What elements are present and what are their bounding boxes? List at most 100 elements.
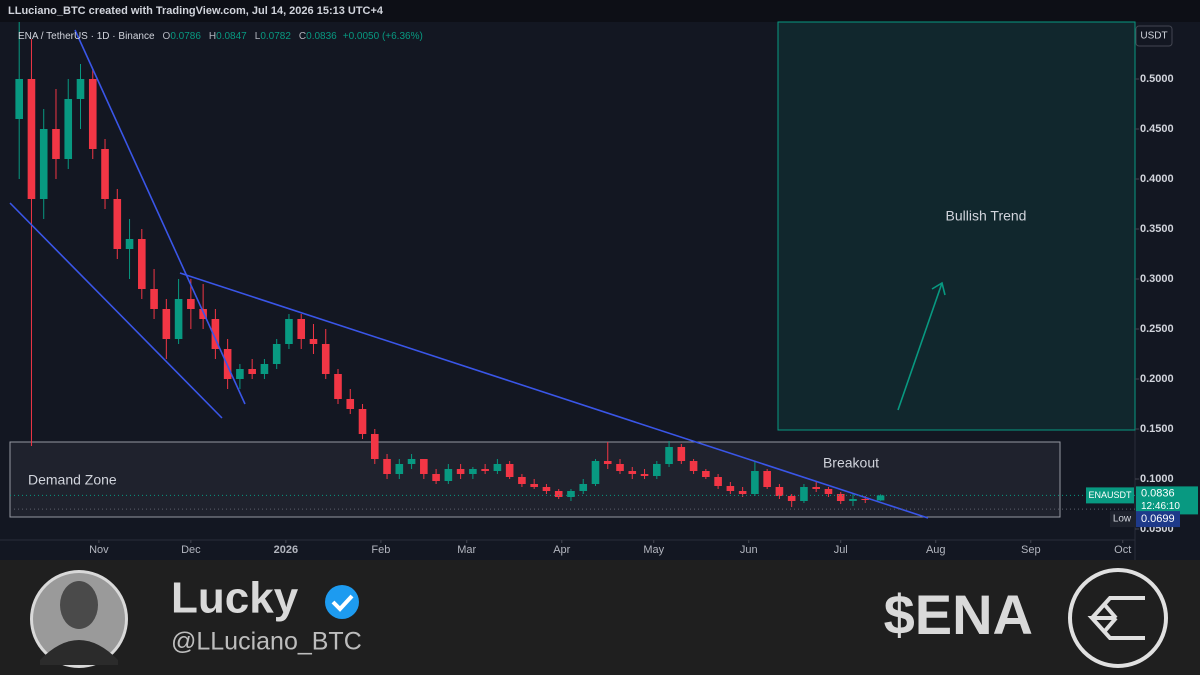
x-tick-label: Feb	[371, 544, 390, 556]
candle-body	[591, 461, 600, 484]
low-tag: Low	[1113, 514, 1132, 525]
ohlc-value: 0.0836	[306, 31, 337, 42]
ticker: $ENA	[884, 583, 1033, 646]
avatar-body	[40, 640, 118, 665]
candle-body	[211, 319, 220, 349]
candle-body	[469, 469, 477, 474]
ohlc-value: 0.0847	[216, 31, 247, 42]
candle-body	[530, 484, 538, 487]
candle-body	[370, 434, 379, 459]
candle-body	[861, 499, 870, 500]
candle-body	[689, 461, 698, 471]
candle-body	[738, 491, 747, 494]
candle-body	[849, 499, 857, 501]
candle-body	[27, 79, 36, 199]
ohlc-prefix: C	[299, 31, 306, 42]
annotation: Breakout	[823, 455, 879, 471]
candle-body	[174, 299, 183, 339]
trendline	[74, 29, 246, 405]
candle-body	[640, 474, 649, 476]
y-tick-label: 0.4000	[1140, 173, 1174, 185]
candle-body	[603, 461, 612, 464]
candle-body	[285, 319, 293, 344]
candle-body	[702, 471, 710, 477]
ohlc-prefix: L	[255, 31, 261, 42]
candle-body	[346, 399, 355, 409]
candle-body	[52, 129, 60, 159]
candle-body	[456, 469, 465, 474]
currency-box	[1135, 25, 1173, 47]
demand-zone	[9, 441, 1061, 518]
y-tick-label: 0.3500	[1140, 223, 1174, 235]
x-tick-label: Apr	[553, 544, 570, 556]
change: +0.0050 (+6.36%)	[343, 31, 423, 42]
x-tick-label: Oct	[1114, 544, 1131, 556]
credit: LLuciano_BTC created with TradingView.co…	[8, 5, 384, 17]
y-tick-label: 0.2000	[1140, 373, 1174, 385]
candle-body	[150, 289, 158, 309]
candle-body	[309, 339, 318, 344]
candle-body	[15, 79, 23, 119]
candle-body	[518, 477, 526, 484]
candle-body	[444, 469, 453, 481]
x-tick-label: Jun	[740, 544, 758, 556]
ohlc-value: 0.0786	[170, 31, 201, 42]
candle-body	[542, 487, 551, 491]
candle-body	[493, 464, 502, 471]
candle-body	[321, 344, 330, 374]
logo-mark	[1087, 596, 1145, 640]
candle-body	[677, 447, 686, 461]
symbol: ENA / TetherUS · 1D · Binance	[18, 31, 155, 42]
x-tick-label: 2026	[274, 544, 298, 556]
price-tag: ENAUSDT	[1088, 490, 1132, 500]
candle-body	[39, 129, 48, 199]
price-tag-box	[1086, 487, 1134, 504]
candle-body	[616, 464, 624, 471]
candle-body	[554, 491, 563, 497]
annotation: Bullish Trend	[946, 208, 1027, 224]
candle-body	[726, 486, 735, 491]
candle-body	[836, 494, 845, 501]
candle-body	[775, 487, 784, 496]
verified-badge	[325, 585, 359, 619]
y-tick-label: 0.5000	[1140, 73, 1174, 85]
candle-body	[751, 471, 759, 494]
candle-body	[101, 149, 109, 199]
arrow	[897, 281, 946, 411]
candle-body	[76, 79, 85, 99]
profile-name: Lucky	[171, 574, 299, 623]
price-label: 0.0836	[1141, 487, 1175, 499]
ohlc-prefix: H	[209, 31, 216, 42]
profile-handle: @LLuciano_BTC	[171, 628, 362, 656]
x-tick-label: Mar	[457, 544, 476, 556]
candle-body	[272, 344, 281, 364]
candle-body	[64, 99, 73, 159]
bullish-zone	[777, 21, 1136, 431]
candle-body	[383, 459, 391, 474]
candle-body	[199, 309, 207, 319]
candle-body	[113, 199, 122, 249]
x-tick-label: May	[643, 544, 664, 556]
candle-body	[162, 309, 171, 339]
candle-body	[812, 487, 820, 489]
trendline	[9, 202, 223, 419]
candle-body	[248, 369, 256, 374]
candle-body	[395, 464, 404, 474]
low-label-box	[1136, 511, 1180, 528]
verified-check	[331, 594, 354, 612]
candle-body	[579, 484, 588, 491]
y-tick-label: 0.4500	[1140, 123, 1174, 135]
currency: USDT	[1140, 31, 1167, 42]
candle-body	[407, 459, 416, 464]
low-tag-box	[1110, 511, 1135, 528]
candle-body	[800, 487, 808, 501]
candle-body	[763, 471, 771, 487]
candle-body	[432, 474, 440, 481]
avatar-head	[60, 581, 98, 629]
y-tick-label: 0.2500	[1140, 323, 1174, 335]
candle-body	[420, 459, 428, 474]
profile-card	[0, 560, 1200, 675]
candle-body	[481, 469, 489, 471]
